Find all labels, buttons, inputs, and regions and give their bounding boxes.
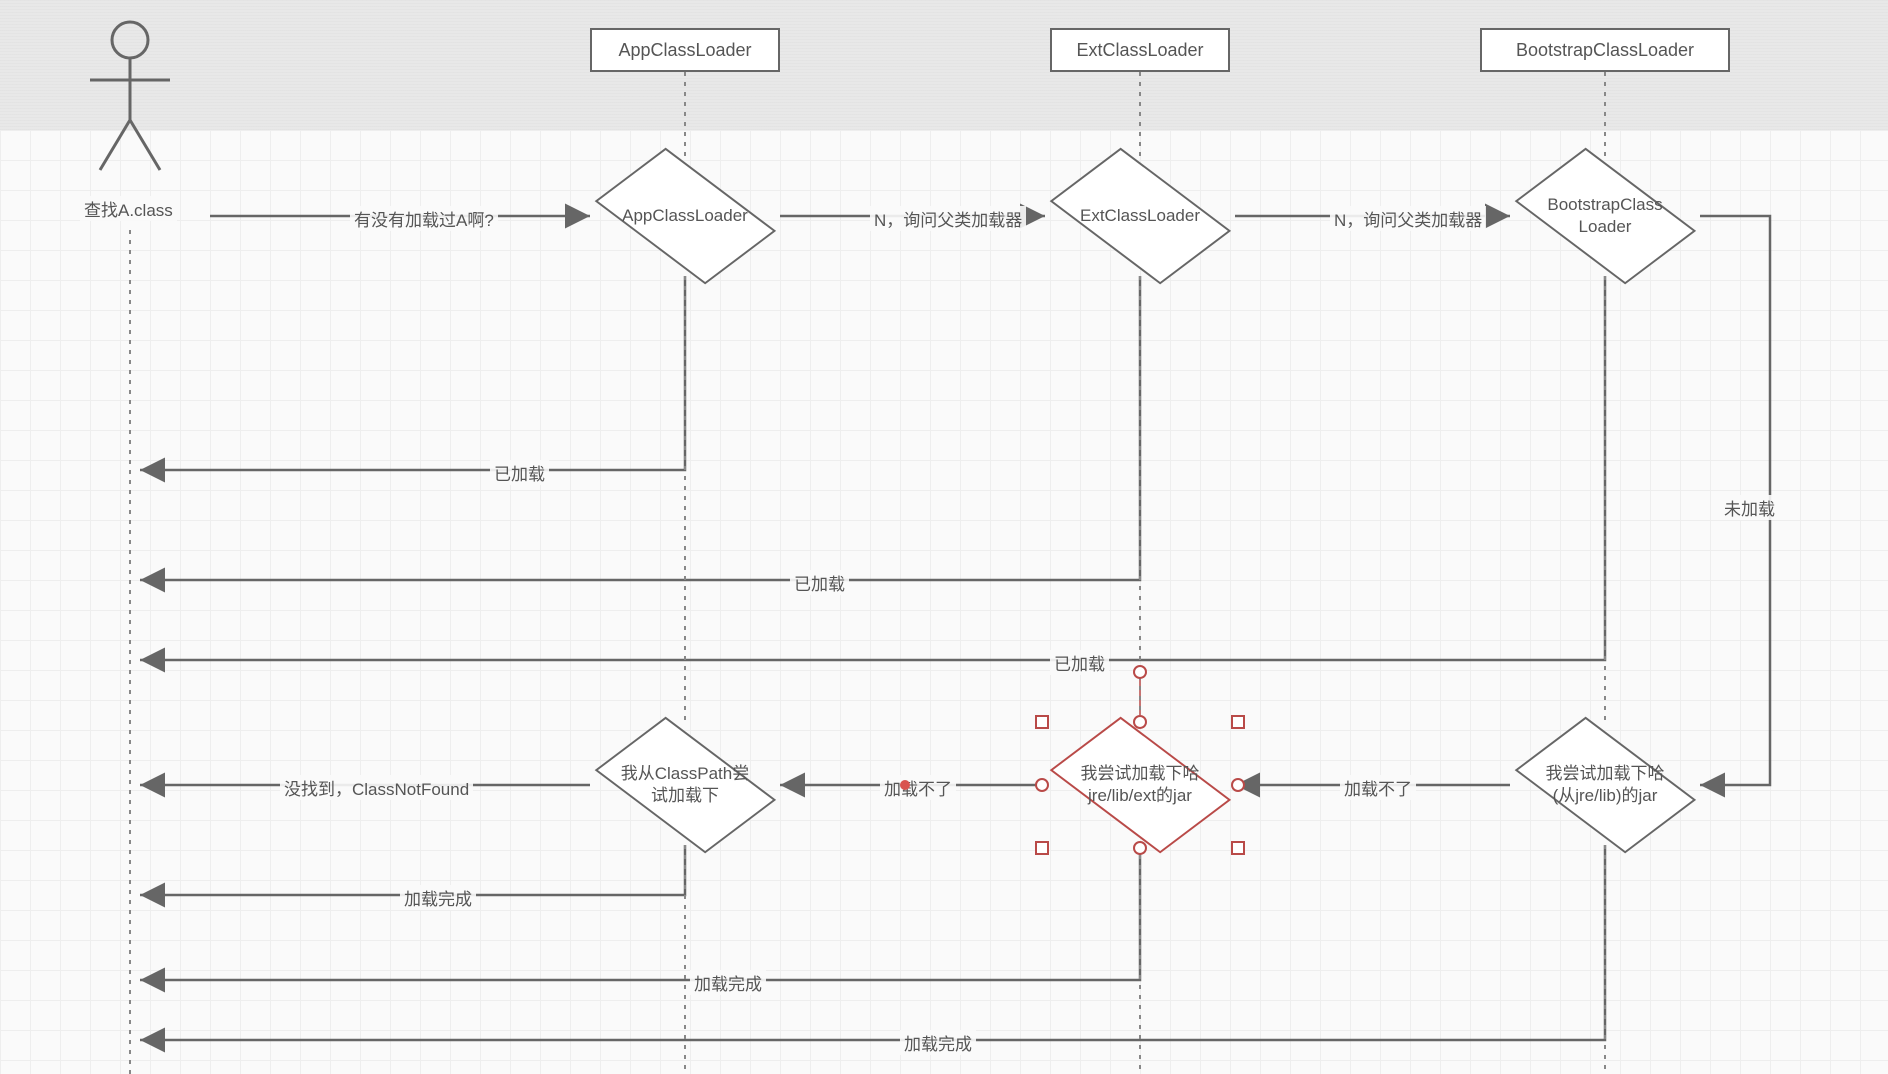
selection-handle-mid[interactable] bbox=[1035, 778, 1049, 792]
lane-title-boot[interactable]: BootstrapClassLoader bbox=[1480, 28, 1730, 72]
edge-label: 已加载 bbox=[790, 570, 849, 595]
edge-label: 加载不了 bbox=[880, 775, 956, 800]
selection-handle-mid[interactable] bbox=[1133, 841, 1147, 855]
edge-label: N，询问父类加载器 bbox=[1330, 206, 1486, 231]
edge-label: 加载完成 bbox=[400, 885, 476, 910]
edge-label: 没找到，ClassNotFound bbox=[280, 775, 473, 800]
selection-rotate-handle[interactable] bbox=[1133, 665, 1147, 679]
edge-label: 有没有加载过A啊? bbox=[350, 206, 498, 231]
edge-label: 已加载 bbox=[490, 460, 549, 485]
edge bbox=[140, 276, 685, 470]
edge-label: N，询问父类加载器 bbox=[870, 206, 1026, 231]
edge-label: 加载完成 bbox=[900, 1030, 976, 1055]
laser-pointer-icon bbox=[900, 780, 910, 790]
actor-label: 查找A.class bbox=[80, 196, 177, 221]
edge bbox=[140, 845, 1140, 980]
edge-label: 已加载 bbox=[1050, 650, 1109, 675]
actor-head-icon bbox=[112, 22, 148, 58]
diagram-canvas: 查找A.class AppClassLoader ExtClassLoader Boo… bbox=[0, 0, 1888, 1074]
lane-title-ext[interactable]: ExtClassLoader bbox=[1050, 28, 1230, 72]
selection-handle-mid[interactable] bbox=[1133, 715, 1147, 729]
selection-handle-corner[interactable] bbox=[1231, 841, 1245, 855]
selection-handle-mid[interactable] bbox=[1231, 778, 1245, 792]
lane-title-app[interactable]: AppClassLoader bbox=[590, 28, 780, 72]
selection-handle-corner[interactable] bbox=[1035, 841, 1049, 855]
edge bbox=[140, 276, 1605, 660]
selection-handle-corner[interactable] bbox=[1035, 715, 1049, 729]
edge-label: 加载完成 bbox=[690, 970, 766, 995]
edge-label: 加载不了 bbox=[1340, 775, 1416, 800]
edge bbox=[140, 276, 1140, 580]
selection-handle-corner[interactable] bbox=[1231, 715, 1245, 729]
edge bbox=[140, 845, 1605, 1040]
edge-label: 未加载 bbox=[1720, 495, 1779, 520]
